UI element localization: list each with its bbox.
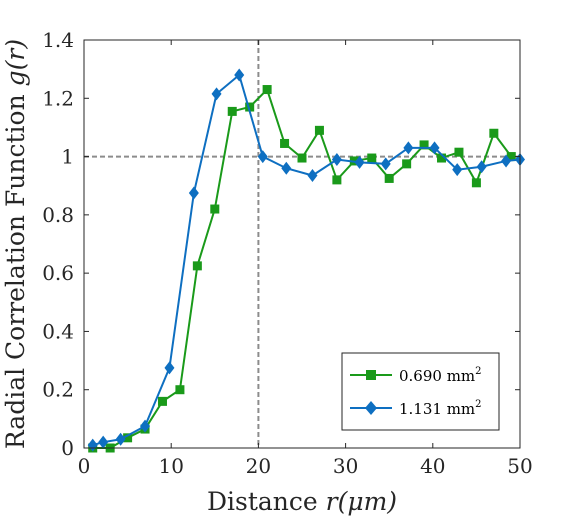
x-axis-label: Distance r(μm)	[207, 487, 397, 516]
data-point	[188, 186, 199, 200]
legend-label-series-2: 1.131 mm2	[399, 399, 482, 418]
data-point	[262, 85, 272, 95]
legend: 0.690 mm2 1.131 mm2	[341, 352, 500, 431]
y-tick-label: 1.2	[42, 86, 74, 110]
data-point	[211, 87, 222, 101]
data-point	[234, 68, 245, 82]
data-point	[506, 152, 516, 162]
data-point	[164, 361, 175, 375]
legend-label-series-2-name: 1.131 mm	[399, 400, 475, 418]
data-point	[354, 155, 365, 169]
y-tick-label: 0.2	[42, 378, 74, 402]
data-point	[367, 153, 377, 163]
data-point	[380, 157, 391, 171]
data-point	[115, 432, 126, 446]
data-point	[429, 141, 440, 155]
data-point	[384, 173, 394, 183]
legend-label-series-1: 0.690 mm2	[399, 366, 482, 385]
plot-frame	[83, 39, 521, 449]
data-point	[280, 138, 290, 148]
data-point	[403, 141, 414, 155]
data-point	[307, 169, 318, 183]
data-point	[245, 102, 255, 112]
y-tick-label: 0	[61, 436, 74, 460]
x-tick-label: 40	[420, 454, 445, 478]
data-point	[314, 125, 324, 135]
data-point	[175, 385, 185, 395]
x-tick-label: 0	[78, 454, 91, 478]
data-point	[331, 152, 342, 166]
x-tick-label: 30	[333, 454, 358, 478]
legend-label-series-1-name: 0.690 mm	[399, 367, 475, 385]
series-layer	[87, 68, 525, 453]
y-tick-label: 1.4	[42, 28, 74, 52]
data-point	[402, 159, 412, 169]
data-point	[489, 128, 499, 138]
y-axis-label-variable: g(r)	[1, 39, 30, 86]
data-point	[297, 153, 307, 163]
legend-label-series-1-sup: 2	[475, 366, 481, 377]
data-point	[192, 261, 202, 271]
data-point	[157, 396, 167, 406]
x-tick-label: 20	[246, 454, 271, 478]
data-point	[257, 150, 268, 164]
data-point	[471, 178, 481, 188]
data-point	[419, 140, 429, 150]
y-tick-label: 0.6	[42, 261, 74, 285]
y-tick-label: 0.4	[42, 319, 74, 343]
legend-box	[341, 352, 500, 431]
x-axis-label-variable: r(μm)	[326, 487, 397, 516]
data-point	[476, 160, 487, 174]
data-point	[98, 435, 109, 449]
data-point	[452, 163, 463, 177]
y-tick-label: 1	[61, 145, 74, 169]
legend-label-series-2-sup: 2	[475, 399, 481, 410]
legend-marker-series-2	[365, 401, 377, 415]
data-point	[140, 419, 151, 433]
series-2	[87, 68, 525, 452]
data-point	[454, 147, 464, 157]
data-point	[501, 154, 512, 168]
data-point	[210, 204, 220, 214]
y-axis-label-text: Radial Correlation Function	[1, 86, 30, 449]
data-point	[437, 153, 447, 163]
data-point	[123, 433, 133, 443]
legend-marker-series-1	[366, 370, 376, 380]
data-point	[332, 175, 342, 185]
axis-ticks	[83, 39, 521, 449]
x-tick-label: 10	[158, 454, 183, 478]
x-tick-label: 50	[507, 454, 532, 478]
data-point	[281, 161, 292, 175]
series-2-line	[92, 73, 521, 447]
tick-labels: 0 10 20 30 40 50 0 0.2 0.4 0.6 0.8 1 1.2 1.4	[42, 28, 533, 478]
data-point	[227, 106, 237, 116]
x-axis-label-text: Distance	[207, 487, 326, 516]
y-axis-label: Radial Correlation Function g(r)	[1, 39, 30, 449]
y-tick-label: 0.8	[42, 203, 74, 227]
